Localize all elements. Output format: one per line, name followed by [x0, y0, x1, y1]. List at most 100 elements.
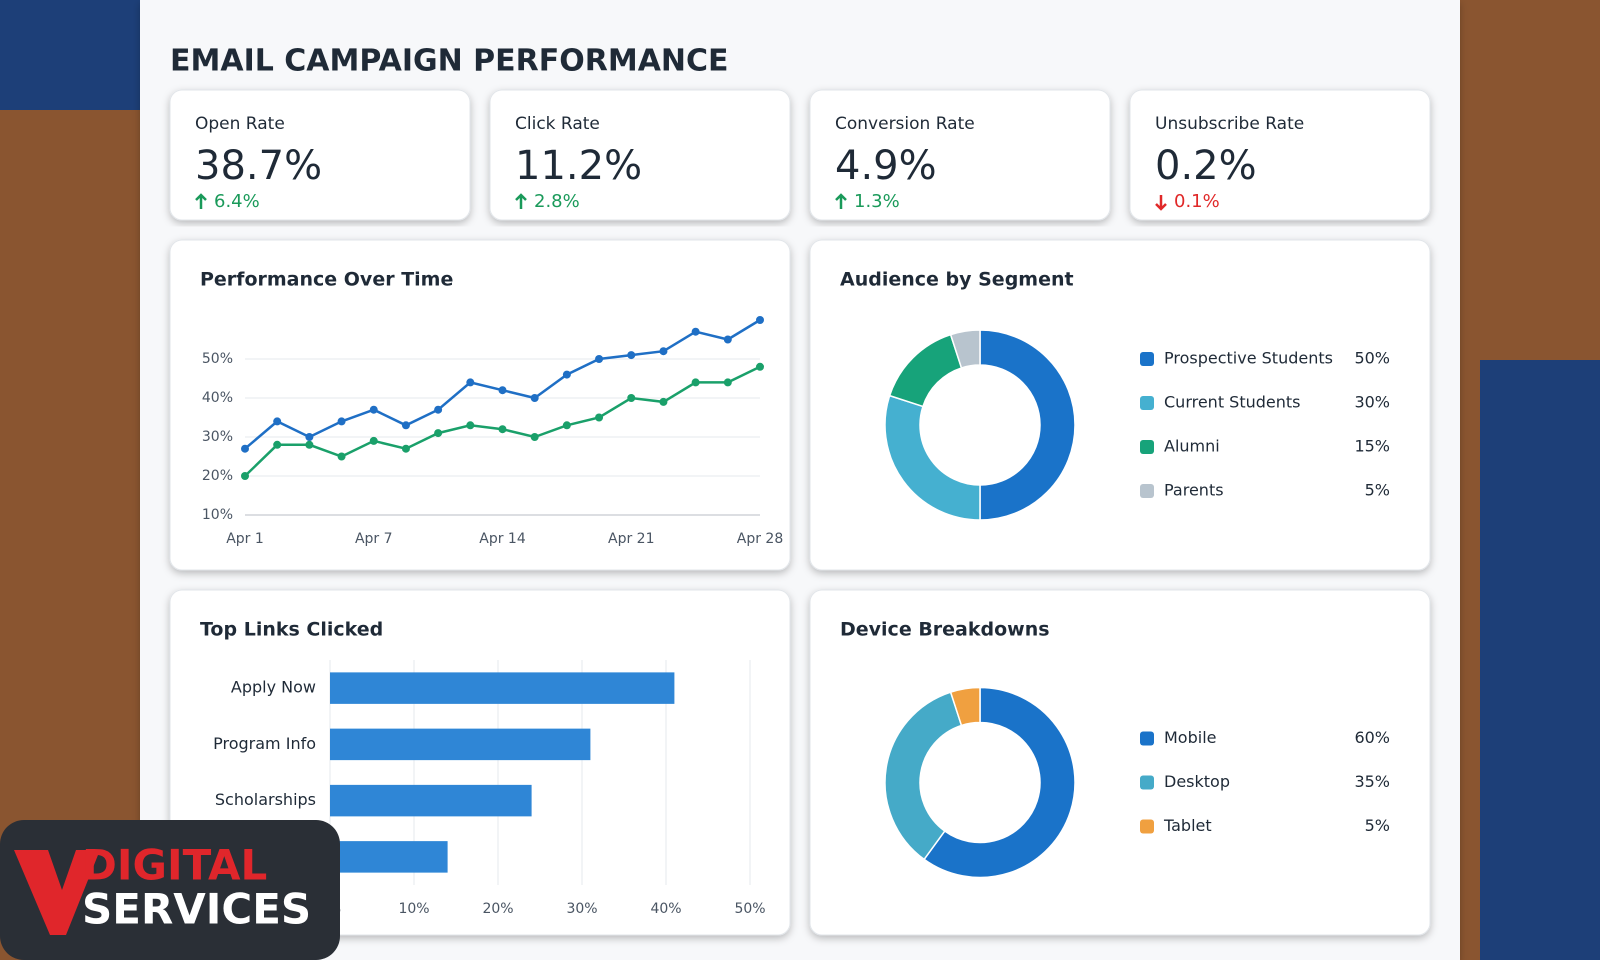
- x-tick-label: Apr 21: [608, 531, 654, 547]
- legend-swatch: [1140, 775, 1154, 790]
- logo: DIGITAL SERVICES: [0, 820, 340, 960]
- donut-segment: [884, 691, 963, 861]
- y-tick-label: 10%: [202, 507, 233, 523]
- trend-arrow: [1155, 195, 1167, 211]
- legend-swatch: [1140, 440, 1154, 454]
- card: [809, 89, 1111, 221]
- logo-mark: [14, 850, 100, 935]
- value-label: 30%: [1354, 393, 1390, 412]
- x-tick-label: Apr 14: [479, 531, 526, 547]
- x-tick-label: 10%: [398, 901, 429, 917]
- kpi-value: 0.2%: [1155, 143, 1257, 189]
- point: [466, 421, 475, 430]
- value-label: 60%: [1354, 728, 1390, 747]
- logo-line2: SERVICES: [82, 885, 311, 934]
- y-tick-label: 20%: [202, 468, 233, 484]
- value-label: 35%: [1354, 772, 1390, 791]
- value-label: 5%: [1365, 816, 1390, 835]
- point: [369, 436, 378, 445]
- card: [169, 89, 471, 221]
- point: [434, 429, 443, 438]
- point: [466, 378, 475, 387]
- trend-arrow: [195, 193, 207, 209]
- chart-title: Audience by Segment: [840, 269, 1074, 291]
- point: [756, 362, 764, 371]
- card: [1129, 89, 1431, 221]
- bar: [330, 728, 591, 761]
- legend-swatch: [1140, 819, 1154, 834]
- x-tick-label: 40%: [650, 901, 681, 917]
- donut-segment: [949, 329, 981, 369]
- point: [498, 386, 507, 395]
- y-tick-label: 50%: [202, 351, 233, 367]
- point: [530, 433, 539, 441]
- kpi-label: Unsubscribe Rate: [1155, 114, 1304, 134]
- bar: [330, 784, 532, 817]
- point: [498, 425, 507, 434]
- point: [401, 444, 410, 453]
- donut-segment: [949, 686, 981, 727]
- point: [273, 440, 282, 449]
- kpi-label: Click Rate: [515, 114, 600, 134]
- point: [723, 378, 732, 387]
- point: [562, 421, 571, 430]
- point: [627, 351, 636, 360]
- donut-segment: [884, 394, 981, 521]
- legend-label: Desktop: [1164, 772, 1230, 791]
- point: [369, 405, 378, 414]
- point: [337, 417, 346, 426]
- donut-segment: [979, 329, 1076, 521]
- kpi-change: 0.1%: [1174, 191, 1220, 212]
- chart-title: Device Breakdowns: [840, 619, 1050, 641]
- y-tick-label: 40%: [202, 390, 233, 406]
- bar: [330, 672, 675, 704]
- bar: [330, 841, 448, 873]
- point: [723, 335, 732, 344]
- kpi-value: 4.9%: [835, 143, 937, 189]
- point: [595, 355, 604, 363]
- category-label: Apply Now: [231, 678, 316, 697]
- kpi-value: 38.7%: [195, 143, 322, 189]
- x-tick-label: 50%: [734, 901, 765, 917]
- point: [337, 452, 346, 461]
- card: [489, 89, 791, 221]
- legend-swatch: [1140, 352, 1154, 366]
- point: [659, 347, 668, 356]
- legend-label: Tablet: [1163, 816, 1212, 835]
- x-tick-label: 30%: [566, 901, 597, 917]
- point: [305, 440, 314, 449]
- point: [691, 378, 700, 387]
- legend-swatch: [1140, 484, 1154, 498]
- legend-swatch: [1140, 396, 1154, 410]
- value-label: 5%: [1365, 481, 1390, 500]
- point: [659, 397, 668, 406]
- value-label: 15%: [1354, 437, 1390, 456]
- legend-label: Prospective Students: [1164, 349, 1333, 368]
- point: [305, 433, 314, 441]
- x-tick-label: Apr 28: [737, 531, 783, 547]
- book: [1480, 360, 1600, 960]
- kpi-change: 6.4%: [214, 191, 260, 212]
- chart-title: Top Links Clicked: [200, 619, 383, 641]
- card: [169, 239, 791, 571]
- legend-label: Mobile: [1164, 728, 1216, 747]
- chart-title: Performance Over Time: [200, 269, 453, 291]
- legend-label: Parents: [1164, 481, 1224, 500]
- x-tick-label: 20%: [482, 901, 513, 917]
- category-label: Program Info: [213, 734, 316, 753]
- kpi-label: Conversion Rate: [835, 114, 975, 134]
- kpi-change: 2.8%: [534, 191, 580, 212]
- point: [241, 444, 249, 453]
- point: [756, 316, 764, 324]
- point: [434, 405, 443, 414]
- legend-label: Current Students: [1164, 393, 1301, 412]
- point: [273, 417, 282, 426]
- point: [595, 413, 604, 422]
- value-label: 50%: [1354, 349, 1390, 368]
- trend-arrow: [515, 193, 527, 209]
- x-tick-label: Apr 7: [355, 531, 393, 547]
- point: [401, 421, 410, 430]
- point: [691, 327, 700, 336]
